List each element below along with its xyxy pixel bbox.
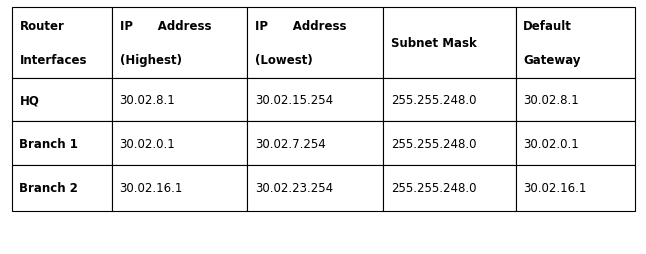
Bar	[516, 8, 635, 79]
Bar	[12, 122, 112, 165]
Bar	[112, 122, 247, 165]
Text: Subnet Mask: Subnet Mask	[391, 37, 477, 50]
Bar	[516, 122, 635, 165]
Text: 30.02.0.1: 30.02.0.1	[523, 137, 579, 150]
Text: Router

Interfaces: Router Interfaces	[19, 20, 87, 67]
Bar	[112, 79, 247, 122]
Bar	[516, 165, 635, 211]
Text: Branch 1: Branch 1	[19, 137, 78, 150]
Bar	[383, 165, 516, 211]
Bar	[247, 165, 383, 211]
Bar	[247, 8, 383, 79]
Text: 255.255.248.0: 255.255.248.0	[391, 137, 476, 150]
Text: 30.02.16.1: 30.02.16.1	[120, 182, 183, 194]
Text: 30.02.7.254: 30.02.7.254	[255, 137, 326, 150]
Bar	[112, 165, 247, 211]
Text: IP      Address

(Lowest): IP Address (Lowest)	[255, 20, 347, 67]
Text: 30.02.8.1: 30.02.8.1	[523, 94, 579, 107]
Text: Branch 2: Branch 2	[19, 182, 78, 194]
Bar	[383, 8, 516, 79]
Bar	[247, 79, 383, 122]
Text: 30.02.23.254: 30.02.23.254	[255, 182, 333, 194]
Text: 30.02.15.254: 30.02.15.254	[255, 94, 333, 107]
Bar	[247, 122, 383, 165]
Text: 30.02.0.1: 30.02.0.1	[120, 137, 175, 150]
Text: 255.255.248.0: 255.255.248.0	[391, 182, 476, 194]
Text: 30.02.16.1: 30.02.16.1	[523, 182, 587, 194]
Bar	[383, 79, 516, 122]
Text: Default

Gateway: Default Gateway	[523, 20, 581, 67]
Bar	[516, 79, 635, 122]
Bar	[112, 8, 247, 79]
Bar	[383, 122, 516, 165]
Text: IP      Address

(Highest): IP Address (Highest)	[120, 20, 211, 67]
Text: 255.255.248.0: 255.255.248.0	[391, 94, 476, 107]
Bar	[12, 165, 112, 211]
Text: HQ: HQ	[19, 94, 39, 107]
Bar	[12, 8, 112, 79]
Text: 30.02.8.1: 30.02.8.1	[120, 94, 175, 107]
Bar	[12, 79, 112, 122]
